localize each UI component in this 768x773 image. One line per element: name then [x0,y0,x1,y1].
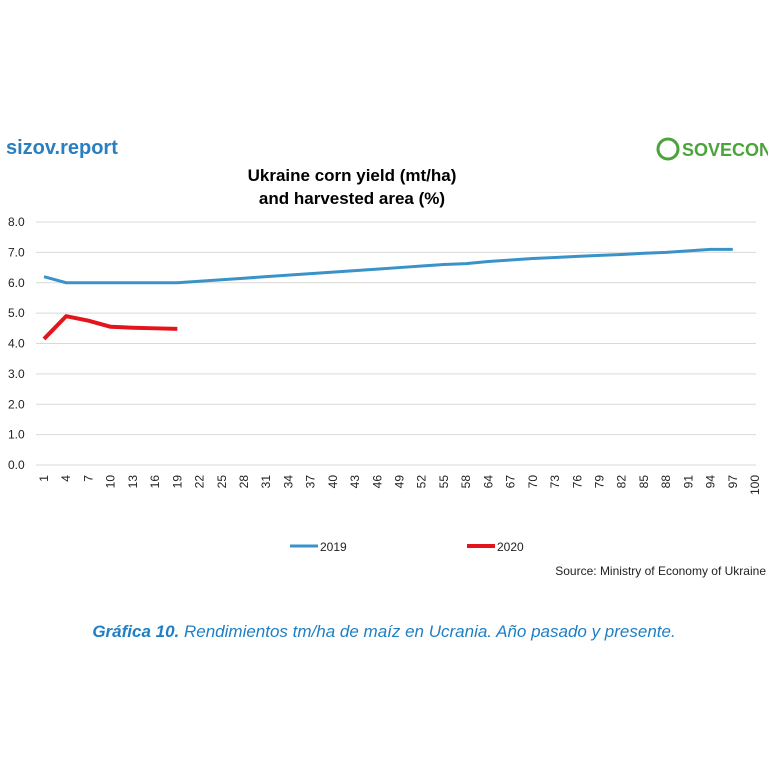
y-tick-label: 8.0 [8,215,25,229]
logo-icon [656,137,680,161]
y-tick-label: 2.0 [8,397,25,411]
y-tick-label: 5.0 [8,306,25,320]
y-tick-label: 3.0 [8,367,25,381]
legend-label: 2019 [320,540,347,554]
x-tick-label: 22 [193,475,207,489]
x-tick-label: 82 [615,475,629,489]
x-tick-label: 25 [215,475,229,489]
x-tick-label: 37 [304,475,318,489]
x-tick-label: 1 [37,475,51,482]
line [43,247,733,285]
caption-text: Rendimientos tm/ha de maíz en Ucrania. A… [179,622,675,641]
x-tick-label: 55 [437,475,451,489]
x-tick-label: 31 [259,475,273,489]
legend-label: 2020 [497,540,524,554]
x-tick-label: 19 [170,475,184,489]
y-tick-label: 4.0 [8,337,25,351]
x-tick-label: 97 [726,475,740,489]
x-tick-label: 13 [126,475,140,489]
logo: SOVECON [682,140,768,160]
x-tick-label: 10 [104,475,118,489]
x-tick-label: 4 [59,475,73,482]
x-tick-label: 94 [704,475,718,489]
y-tick-label: 1.0 [8,428,25,442]
x-tick-label: 52 [415,475,429,489]
y-tick-label: 7.0 [8,245,25,259]
x-tick-label: 67 [504,475,518,489]
y-tick-label: 6.0 [8,276,25,290]
x-tick-label: 34 [281,475,295,489]
y-tick-label: 0.0 [8,458,25,472]
x-tick-label: 40 [326,475,340,489]
brand: sizov.report [6,137,118,159]
x-tick-label: 91 [681,475,695,489]
x-tick-label: 88 [659,475,673,489]
x-tick-label: 43 [348,475,362,489]
x-tick-label: 73 [548,475,562,489]
x-tick-label: 46 [370,475,384,489]
x-tick-label: 79 [592,475,606,489]
x-tick-label: 76 [570,475,584,489]
chart-title: and harvested area (%) [259,189,445,208]
x-tick-label: 64 [481,475,495,489]
x-tick-label: 70 [526,475,540,489]
chart-title: Ukraine corn yield (mt/ha) [248,166,457,185]
x-tick-label: 58 [459,475,473,489]
x-tick-label: 85 [637,475,651,489]
x-tick-label: 28 [237,475,251,489]
caption: Gráfica 10. Rendimientos tm/ha de maíz e… [92,622,675,641]
x-tick-label: 16 [148,475,162,489]
line [42,314,178,341]
caption-label: Gráfica 10. [92,622,179,641]
source: Source: Ministry of Economy of Ukraine [555,564,766,578]
x-tick-label: 7 [81,475,95,482]
x-tick-label: 100 [748,475,762,495]
x-tick-label: 49 [393,475,407,489]
